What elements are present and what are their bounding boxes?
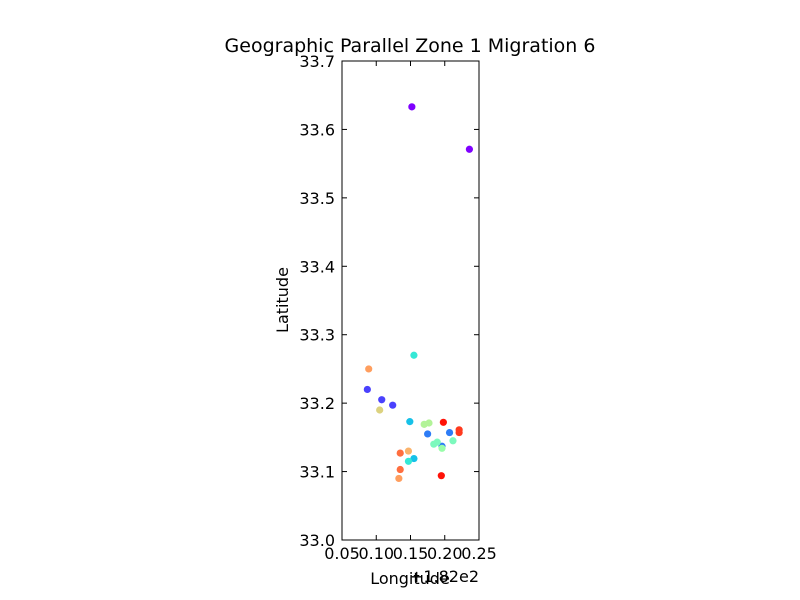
y-tick-label: 33.6 <box>299 120 335 139</box>
scatter-point-25 <box>455 428 463 437</box>
scatter-point-10 <box>410 351 418 359</box>
x-axis-label: Longitude <box>370 569 450 588</box>
y-tick-label: 33.2 <box>299 394 335 413</box>
scatter-point-13 <box>433 438 441 446</box>
scatter-point-1 <box>465 145 474 153</box>
y-axis-label: Latitude <box>273 267 292 333</box>
y-axis-ticks: 33.0 33.1 33.2 33.3 33.4 33.5 33.6 33.7 <box>299 52 479 550</box>
scatter-point-21 <box>395 474 403 483</box>
scatter-point-8 <box>410 454 418 463</box>
y-tick-label: 33.0 <box>299 531 335 550</box>
scatter-point-11 <box>404 457 413 465</box>
scatter-point-15 <box>438 444 446 452</box>
scatter-point-2 <box>363 385 371 394</box>
x-tick-label: 0.15 <box>393 544 429 563</box>
y-tick-label: 33.4 <box>299 257 335 276</box>
scatter-point-18 <box>376 406 384 414</box>
scatter-point-14 <box>449 437 457 445</box>
scatter-point-19 <box>404 447 413 455</box>
scatter-point-9 <box>406 418 414 426</box>
scatter-point-6 <box>445 428 454 437</box>
x-tick-label: 0.05 <box>324 544 360 563</box>
scatter-point-4 <box>389 401 397 409</box>
scatter-point-23 <box>396 465 404 474</box>
y-tick-label: 33.5 <box>299 189 335 208</box>
scatter-point-3 <box>378 396 386 404</box>
x-tick-label: 0.20 <box>427 544 463 563</box>
x-tick-label: 0.25 <box>461 544 497 563</box>
y-tick-label: 33.7 <box>299 52 335 71</box>
scatter-point-27 <box>437 472 445 480</box>
chart-title: Geographic Parallel Zone 1 Migration 6 <box>225 35 596 57</box>
scatter-point-17 <box>425 419 433 427</box>
points-layer <box>363 103 474 483</box>
scatter-point-7 <box>424 430 432 438</box>
x-tick-label: 0.10 <box>358 544 394 563</box>
scatter-point-0 <box>408 103 416 111</box>
x-axis-ticks: 0.050.100.150.200.25 <box>324 61 497 563</box>
y-tick-label: 33.3 <box>299 326 335 345</box>
scatter-point-20 <box>365 365 373 373</box>
scatter-point-22 <box>396 449 404 457</box>
x-axis-offset-label: +1.82e2 <box>410 567 479 586</box>
y-tick-label: 33.1 <box>299 463 335 482</box>
scatter-point-26 <box>439 418 447 426</box>
